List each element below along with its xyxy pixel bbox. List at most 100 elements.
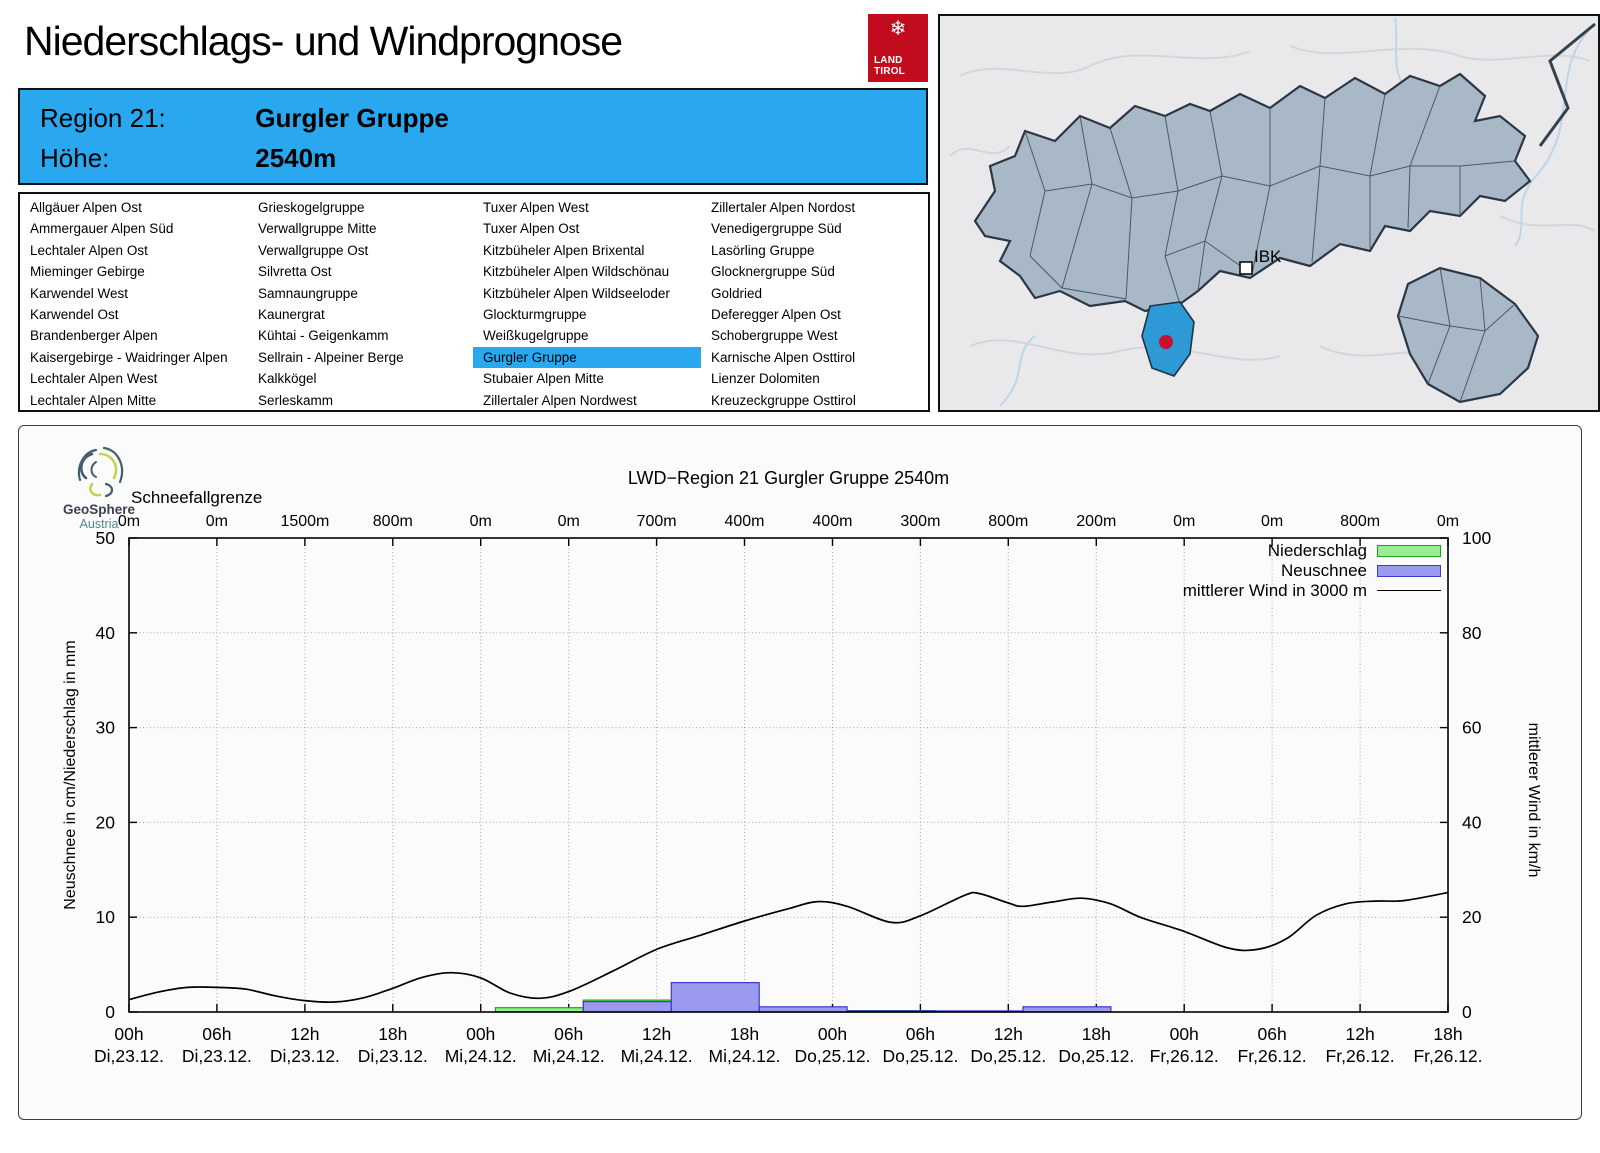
region-item[interactable]: Kitzbüheler Alpen Brixental [483,242,645,258]
svg-text:12h: 12h [290,1024,319,1044]
region-item[interactable]: Kaisergebirge - Waidringer Alpen [30,349,228,365]
region-item[interactable]: Allgäuer Alpen Ost [30,200,142,215]
region-item[interactable]: Venedigergruppe Süd [711,221,842,237]
svg-text:18h: 18h [1082,1024,1111,1044]
region-item[interactable]: Kalkkögel [258,371,317,387]
geosphere-logo: GeoSphere Austria [49,446,149,531]
region-item[interactable]: Glockturmgruppe [483,306,587,322]
region-item[interactable]: Karnische Alpen Osttirol [711,349,856,365]
tirol-map-svg: IBK [949,17,1596,407]
region-item[interactable]: Lechtaler Alpen West [30,371,158,387]
legend-item-wind: mittlerer Wind in 3000 m [1182,580,1441,600]
region-info-box: Region 21: Gurgler Gruppe Höhe: 2540m [18,88,928,185]
border-line [1538,22,1596,147]
forecast-chart-svg: 00hDi,23.12.0m06hDi,23.12.0m12hDi,23.12.… [94,513,1491,1066]
svg-text:00h: 00h [818,1024,847,1044]
legend-item-niederschlag: Niederschlag [1183,540,1441,560]
region-item[interactable]: Lasörling Gruppe [711,242,815,258]
svg-text:06h: 06h [906,1024,935,1044]
region-item[interactable]: Verwallgruppe Ost [258,242,369,258]
region-item[interactable]: Ammergauer Alpen Süd [30,221,174,237]
legend-label: mittlerer Wind in 3000 m [1182,580,1367,600]
region-item[interactable]: Stubaier Alpen Mitte [483,371,604,387]
region-value: Gurgler Gruppe [255,103,449,133]
svg-text:0m: 0m [206,513,228,530]
region-item[interactable]: Kühtai - Geigenkamm [258,328,389,344]
region-item[interactable]: Kaunergrat [258,306,325,322]
altitude-value: 2540m [255,143,337,173]
region-item[interactable]: Karwendel West [30,285,129,301]
neuschnee-swatch [1377,564,1441,577]
region-item[interactable]: Weißkugelgruppe [483,328,589,344]
region-item[interactable]: Lechtaler Alpen Mitte [30,392,157,408]
region-item[interactable]: Goldried [711,285,763,301]
region-item[interactable]: Tuxer Alpen West [483,200,589,215]
region-item[interactable]: Lechtaler Alpen Ost [30,242,148,258]
legend-label: Niederschlag [1267,540,1367,560]
svg-text:60: 60 [1462,718,1482,738]
chart-legend: Niederschlag Neuschnee mittlerer Wind in… [1182,540,1441,600]
svg-text:0: 0 [105,1002,115,1022]
region-item[interactable]: Deferegger Alpen Ost [711,306,841,322]
svg-text:Mi,24.12.: Mi,24.12. [709,1046,781,1066]
svg-text:Do,25.12.: Do,25.12. [795,1046,871,1066]
region-list: Allgäuer Alpen Ost Ammergauer Alpen Süd Le… [18,192,930,412]
region-grid: Allgäuer Alpen Ost Ammergauer Alpen Süd Le… [20,194,928,411]
forecast-chart: 00h Di,23.12. 0m 06h Di,23.12. 0m 12h Di,23.12.… [19,426,1581,1119]
svg-text:18h: 18h [378,1024,407,1044]
land-tirol-logo-text: LAND TIROL [874,55,905,77]
region-item[interactable]: Zillertaler Alpen Nordwest [483,392,637,408]
region-item[interactable]: Zillertaler Alpen Nordost [711,200,856,215]
region-label: Region 21: [40,103,166,133]
region-item[interactable]: Kitzbüheler Alpen Wildseeloder [483,285,670,301]
map-inner-borders-east [1397,267,1516,403]
svg-text:12h: 12h [642,1024,671,1044]
ibk-marker [1239,261,1253,275]
svg-text:00h: 00h [1170,1024,1199,1044]
svg-text:800m: 800m [1340,513,1380,530]
tirol-map[interactable]: IBK [938,14,1600,412]
map-region-east-tirol[interactable] [1396,266,1540,404]
region-item-selected[interactable]: Gurgler Gruppe [473,346,701,369]
svg-text:0m: 0m [470,513,492,530]
region-item[interactable]: Samnaungruppe [258,285,358,301]
svg-text:80: 80 [1462,623,1482,643]
geosphere-logo-mark [77,446,124,498]
region-item[interactable]: Karwendel Ost [30,306,119,322]
region-item[interactable]: Sellrain - Alpeiner Berge [258,349,404,365]
svg-text:Di,23.12.: Di,23.12. [270,1046,340,1066]
svg-text:20: 20 [1462,907,1482,927]
svg-text:Fr,26.12.: Fr,26.12. [1326,1046,1395,1066]
svg-text:Di,23.12.: Di,23.12. [182,1046,252,1066]
svg-text:0m: 0m [118,513,140,530]
svg-text:40: 40 [1462,812,1482,832]
region-item[interactable]: Lienzer Dolomiten [711,371,820,387]
region-item[interactable]: Silvretta Ost [258,264,332,280]
region-item[interactable]: Brandenberger Alpen [30,328,158,344]
region-item[interactable]: Mieminger Gebirge [30,264,145,280]
region-item[interactable]: Kitzbüheler Alpen Wildschönau [483,264,670,280]
map-selected-marker [1159,335,1173,349]
svg-text:00h: 00h [466,1024,495,1044]
svg-text:800m: 800m [373,513,413,530]
region-item[interactable]: Kreuzeckgruppe Osttirol [711,392,856,408]
region-item[interactable]: Tuxer Alpen Ost [483,221,580,237]
region-item[interactable]: Schobergruppe West [711,328,838,344]
svg-text:Di,23.12.: Di,23.12. [358,1046,428,1066]
region-item[interactable]: Grieskogelgruppe [258,200,365,215]
region-item[interactable]: Serleskamm [258,392,334,408]
svg-text:40: 40 [96,623,116,643]
svg-text:18h: 18h [1433,1024,1462,1044]
svg-text:Fr,26.12.: Fr,26.12. [1238,1046,1307,1066]
region-item[interactable]: Verwallgruppe Mitte [258,221,377,237]
wind-line-swatch [1377,590,1441,591]
geosphere-sub: Austria [79,517,119,532]
svg-text:0m: 0m [1173,513,1195,530]
svg-text:20: 20 [96,812,116,832]
region-item[interactable]: Glocknergruppe Süd [711,264,835,280]
svg-text:Do,25.12.: Do,25.12. [882,1046,958,1066]
svg-text:400m: 400m [812,513,852,530]
svg-text:Mi,24.12.: Mi,24.12. [445,1046,517,1066]
terrain-texture [949,45,1596,362]
svg-text:Mi,24.12.: Mi,24.12. [533,1046,605,1066]
